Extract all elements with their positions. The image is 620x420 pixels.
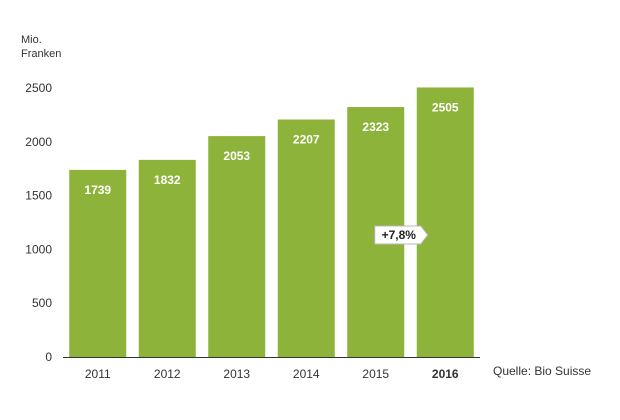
bar-value-label: 1832 (154, 173, 181, 187)
bar-value-label: 1739 (84, 183, 111, 197)
x-axis: 2011 2012 2013 2014 2015 2016 (63, 357, 480, 381)
y-axis-unit-label: Mio. Franken (21, 34, 62, 60)
annotation-group: +7,8% (374, 225, 429, 245)
y-tick-label: 500 (32, 296, 52, 310)
x-tick-label: 2016 (432, 367, 459, 381)
y-tick-label: 2500 (25, 81, 52, 95)
bar (277, 119, 335, 358)
bar (69, 169, 127, 357)
y-tick-label: 2000 (25, 135, 52, 149)
y-tick-label: 0 (45, 350, 52, 364)
bar-value-label: 2207 (293, 133, 320, 147)
y-tick-label: 1500 (25, 189, 52, 203)
x-tick-label: 2012 (154, 367, 181, 381)
bar (416, 87, 474, 357)
bar-value-label: 2323 (362, 120, 389, 134)
y-axis: 0 500 1000 1500 2000 2500 (25, 81, 52, 364)
bars-group: 1739 1832 2053 2207 2323 2505 (69, 87, 474, 358)
x-tick-label: 2015 (362, 367, 389, 381)
x-tick-label: 2011 (85, 367, 111, 381)
bar-value-label: 2505 (432, 100, 459, 114)
growth-callout-text: +7,8% (382, 228, 417, 242)
growth-callout-box (374, 225, 429, 245)
x-tick-label: 2013 (223, 367, 250, 381)
bar (208, 136, 266, 357)
y-tick-label: 1000 (25, 242, 52, 256)
bar-value-label: 2053 (223, 149, 250, 163)
x-tick-label: 2014 (293, 367, 320, 381)
source-note: Quelle: Bio Suisse (493, 364, 592, 378)
bar (138, 159, 196, 357)
